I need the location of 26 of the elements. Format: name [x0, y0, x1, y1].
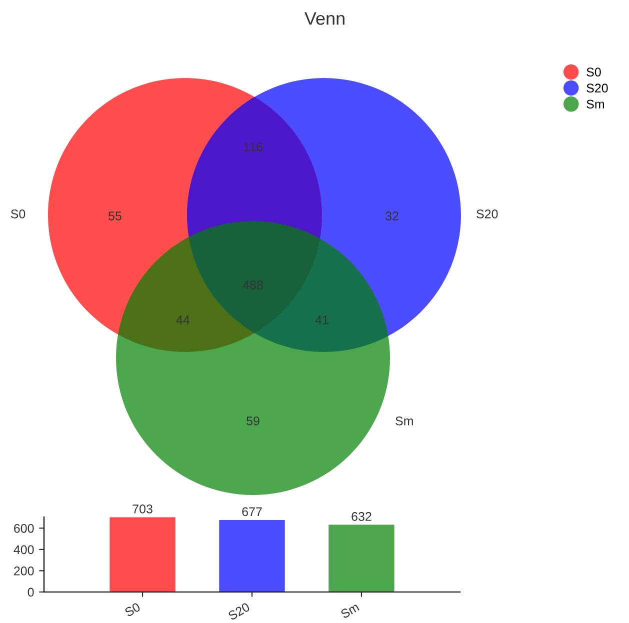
data-label: 703 — [132, 504, 152, 514]
text: 55 — [108, 212, 122, 220]
bar — [110, 517, 176, 592]
data-label: 632 — [352, 512, 372, 521]
text: 44 — [176, 316, 190, 324]
text: Venn — [304, 12, 344, 25]
x-tick-label: S0 — [124, 602, 141, 618]
x-tick-label: Sm — [340, 602, 360, 619]
x-tick-label: S20 — [228, 602, 250, 621]
legend-label: Sm — [586, 100, 604, 109]
text: 59 — [246, 416, 260, 426]
bar — [219, 520, 285, 592]
y-tick-label: 600 — [14, 524, 34, 533]
legend-label: S0 — [586, 68, 601, 76]
data-label: 677 — [242, 507, 262, 516]
text: 41 — [315, 316, 328, 324]
text: S0 — [10, 210, 26, 218]
y-tick-label: 400 — [14, 545, 34, 554]
y-tick-label: 200 — [14, 566, 34, 576]
text: 32 — [386, 212, 398, 220]
text: Sm — [396, 416, 413, 426]
bar — [328, 524, 394, 592]
legend-label: S20 — [586, 84, 608, 93]
text: 116 — [244, 142, 262, 152]
text: S20 — [476, 210, 498, 218]
y-tick-label: 0 — [28, 588, 34, 597]
